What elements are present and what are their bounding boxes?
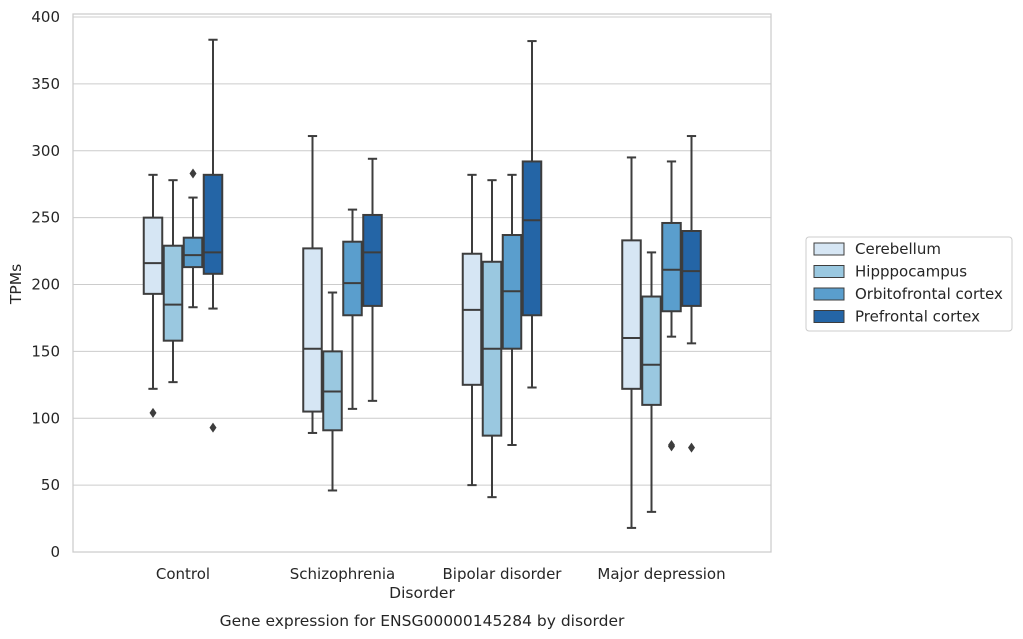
x-tick-label: Schizophrenia [290, 565, 395, 583]
x-axis-ticks: Control Schizophrenia Bipolar disorder Majo… [156, 565, 726, 583]
y-tick-label: 350 [31, 75, 60, 93]
y-tick-label: 200 [31, 276, 60, 294]
box-iqr [182, 236, 204, 269]
legend-swatch [813, 287, 845, 301]
legend-label: Cerebellum [855, 240, 941, 258]
box-orbitofrontal-cortex [182, 168, 204, 309]
box-iqr [681, 230, 702, 307]
box-iqr [621, 239, 642, 390]
box-cerebellum [142, 173, 164, 418]
box-iqr [521, 160, 543, 317]
y-axis-label: TPMs [7, 264, 25, 305]
box-orbitofrontal-cortex [501, 173, 523, 446]
legend-swatch [813, 242, 845, 256]
y-tick-label: 250 [31, 209, 60, 227]
box-prefrontal-cortex [521, 40, 543, 389]
box-prefrontal-cortex [362, 157, 383, 402]
legend-label: Prefrontal cortex [855, 308, 980, 326]
box-iqr [661, 221, 682, 313]
x-axis-label: Disorder [389, 584, 455, 602]
box-hipppocampus [322, 291, 343, 492]
y-tick-label: 150 [31, 342, 60, 360]
boxes [142, 38, 702, 529]
x-tick-label: Control [156, 565, 210, 583]
box-hipppocampus [481, 179, 503, 499]
legend-swatch [813, 265, 845, 278]
outlier-point [688, 442, 695, 453]
box-iqr [362, 213, 383, 307]
y-tick-label: 50 [41, 476, 60, 494]
plot-frame [72, 13, 772, 553]
box-iqr [202, 173, 224, 275]
legend-swatch [813, 310, 845, 323]
box-cerebellum [302, 135, 323, 434]
grid-lines [73, 16, 771, 553]
box-orbitofrontal-cortex [661, 160, 682, 452]
box-iqr [342, 240, 363, 317]
legend: Cerebellum Hipppocampus Orbitofrontal cort… [805, 236, 1013, 332]
box-orbitofrontal-cortex [342, 208, 363, 410]
box-cerebellum [461, 173, 483, 487]
box-iqr [461, 252, 483, 386]
box-hipppocampus [162, 179, 184, 384]
y-tick-label: 100 [31, 409, 60, 427]
legend-label: Orbitofrontal cortex [855, 285, 1003, 303]
legend-label: Hipppocampus [855, 263, 967, 281]
x-tick-label: Major depression [597, 565, 725, 583]
outlier-point [209, 422, 217, 433]
box-cerebellum [621, 156, 642, 529]
box-prefrontal-cortex [681, 135, 702, 453]
outlier-point [189, 168, 197, 179]
chart-caption: Gene expression for ENSG00000145284 by d… [220, 612, 625, 630]
box-hipppocampus [641, 251, 662, 513]
box-iqr [162, 244, 184, 342]
x-tick-label: Bipolar disorder [443, 565, 563, 583]
outlier-point [668, 440, 675, 450]
y-tick-label: 0 [50, 543, 60, 561]
box-prefrontal-cortex [202, 38, 224, 433]
y-tick-label: 400 [31, 8, 60, 26]
box-iqr [302, 247, 323, 413]
y-tick-label: 300 [31, 142, 60, 160]
outlier-point [149, 407, 157, 418]
legend-items: Cerebellum Hipppocampus Orbitofrontal cort… [813, 240, 1003, 326]
y-axis-ticks: 0 50 100 150 200 250 300 350 400 [31, 8, 60, 561]
box-iqr [142, 216, 164, 295]
box-iqr [641, 295, 662, 406]
legend-frame [805, 236, 1013, 332]
